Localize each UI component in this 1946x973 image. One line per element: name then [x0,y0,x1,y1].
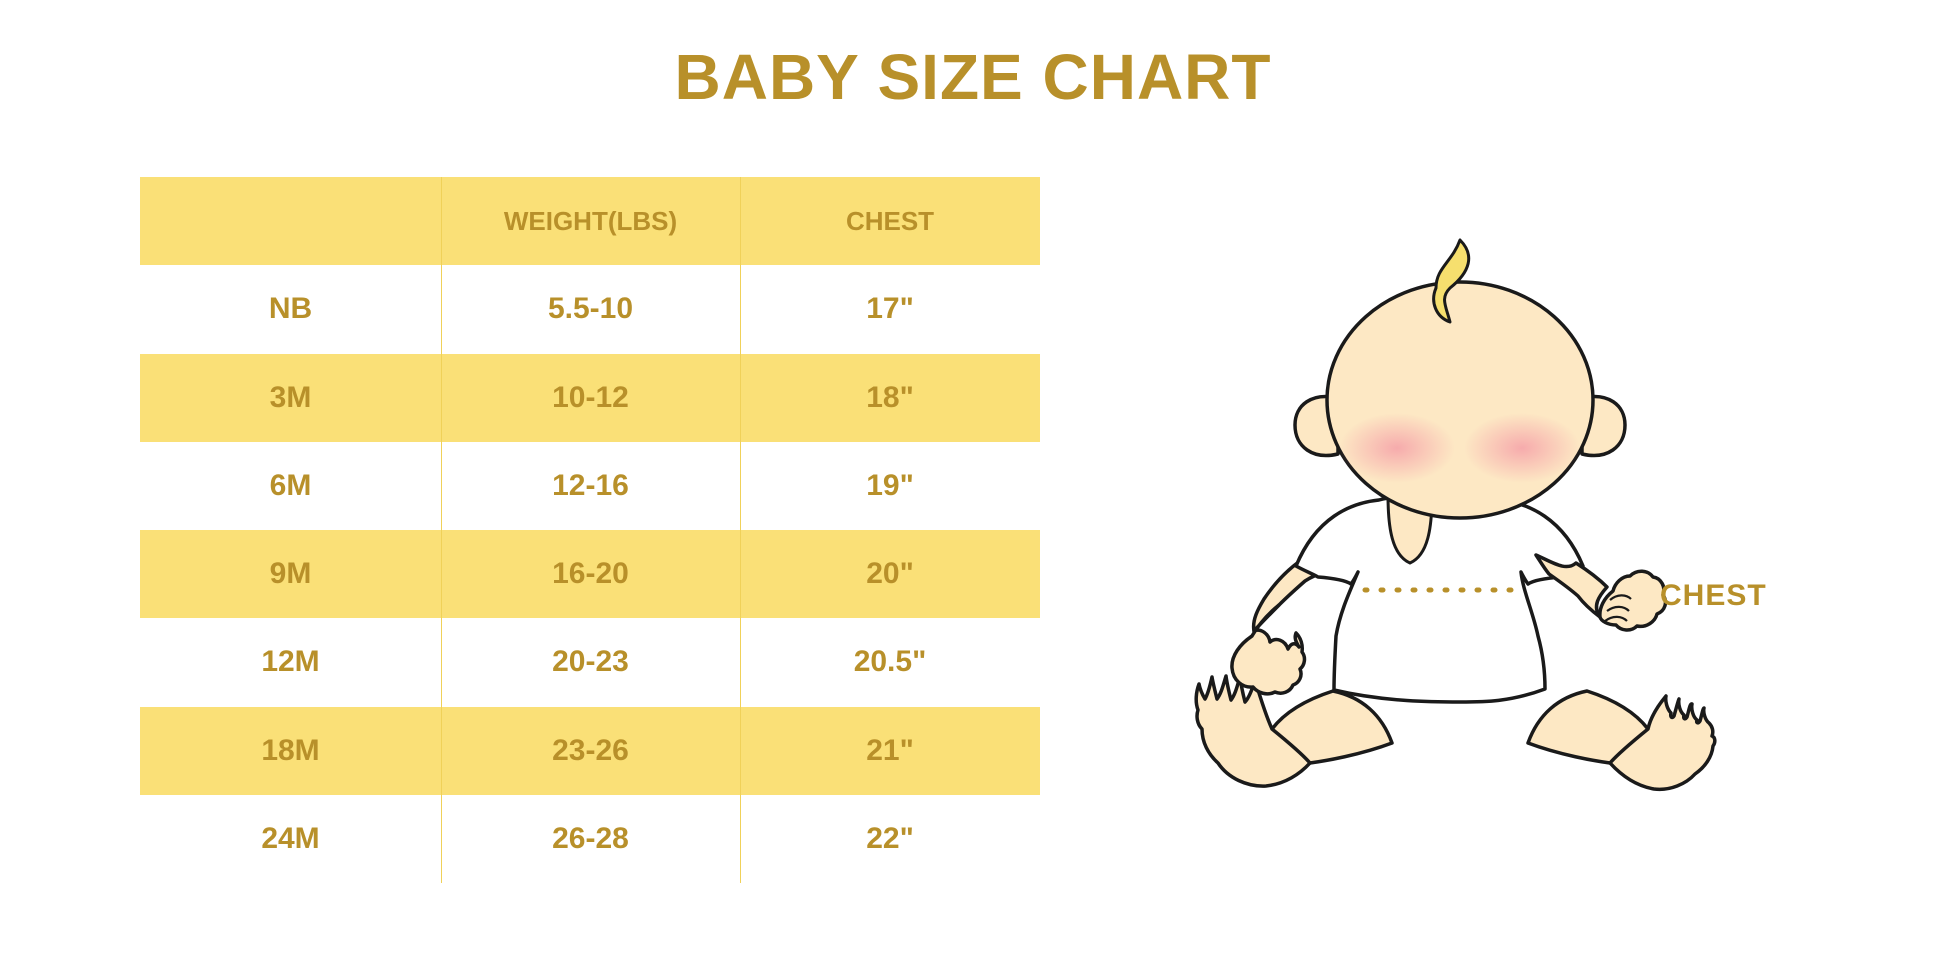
svg-text:CHEST: CHEST [1660,579,1767,612]
